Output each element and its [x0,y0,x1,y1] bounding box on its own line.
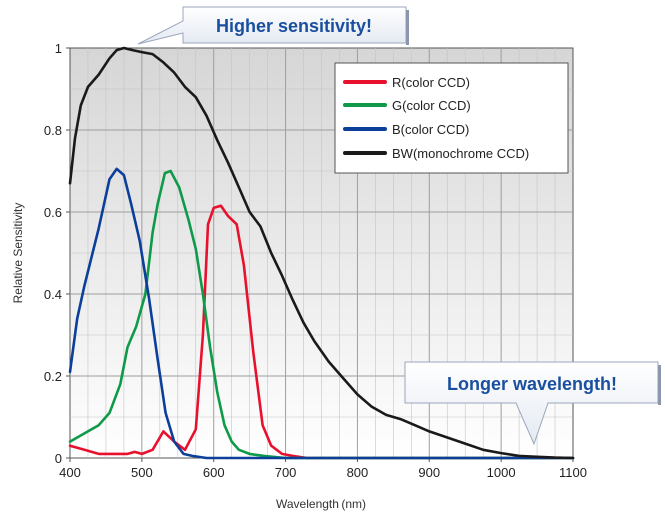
callout-longer-wavelength-shadow [658,365,661,405]
legend: R(color CCD) G(color CCD) B(color CCD) B… [334,62,569,174]
legend-label-r: R(color CCD) [392,75,470,90]
x-tick-label: 400 [59,465,81,480]
x-tick-label: 1000 [487,465,516,480]
series-line-bw [68,46,575,460]
y-tick-label: 0 [55,451,62,466]
y-tick-label: 0.4 [44,287,62,302]
callout-higher-sensitivity: Higher sensitivity! [137,6,409,45]
callout-longer-wavelength: Longer wavelength! [404,361,661,446]
series-lines [68,46,575,460]
x-tick-label: 500 [131,465,153,480]
x-axis-label: Wavelength (nm) [276,497,366,511]
y-axis-label: Relative Sensitivity [11,203,25,304]
y-tick-label: 0.6 [44,205,62,220]
legend-label-g: G(color CCD) [392,98,471,113]
x-tick-label: 600 [203,465,225,480]
x-tick-label: 700 [275,465,297,480]
series-line-g [68,169,575,460]
callout-longer-wavelength-text: Longer wavelength! [447,374,617,394]
legend-label-b: B(color CCD) [392,122,469,137]
callout-higher-sensitivity-text: Higher sensitivity! [216,16,372,36]
y-axis-ticks: 0 0.2 0.4 0.6 0.8 1 [44,41,70,466]
y-tick-label: 0.2 [44,369,62,384]
series-line-b [68,167,575,460]
x-tick-label: 800 [347,465,369,480]
x-tick-label: 900 [418,465,440,480]
x-axis-ticks: 400 500 600 700 800 900 1000 1100 [59,458,587,480]
y-tick-label: 0.8 [44,123,62,138]
callout-higher-sensitivity-shadow [406,10,409,45]
y-tick-label: 1 [55,41,62,56]
legend-label-bw: BW(monochrome CCD) [392,146,529,161]
series-line-r [68,204,575,460]
x-tick-label: 1100 [559,465,587,480]
